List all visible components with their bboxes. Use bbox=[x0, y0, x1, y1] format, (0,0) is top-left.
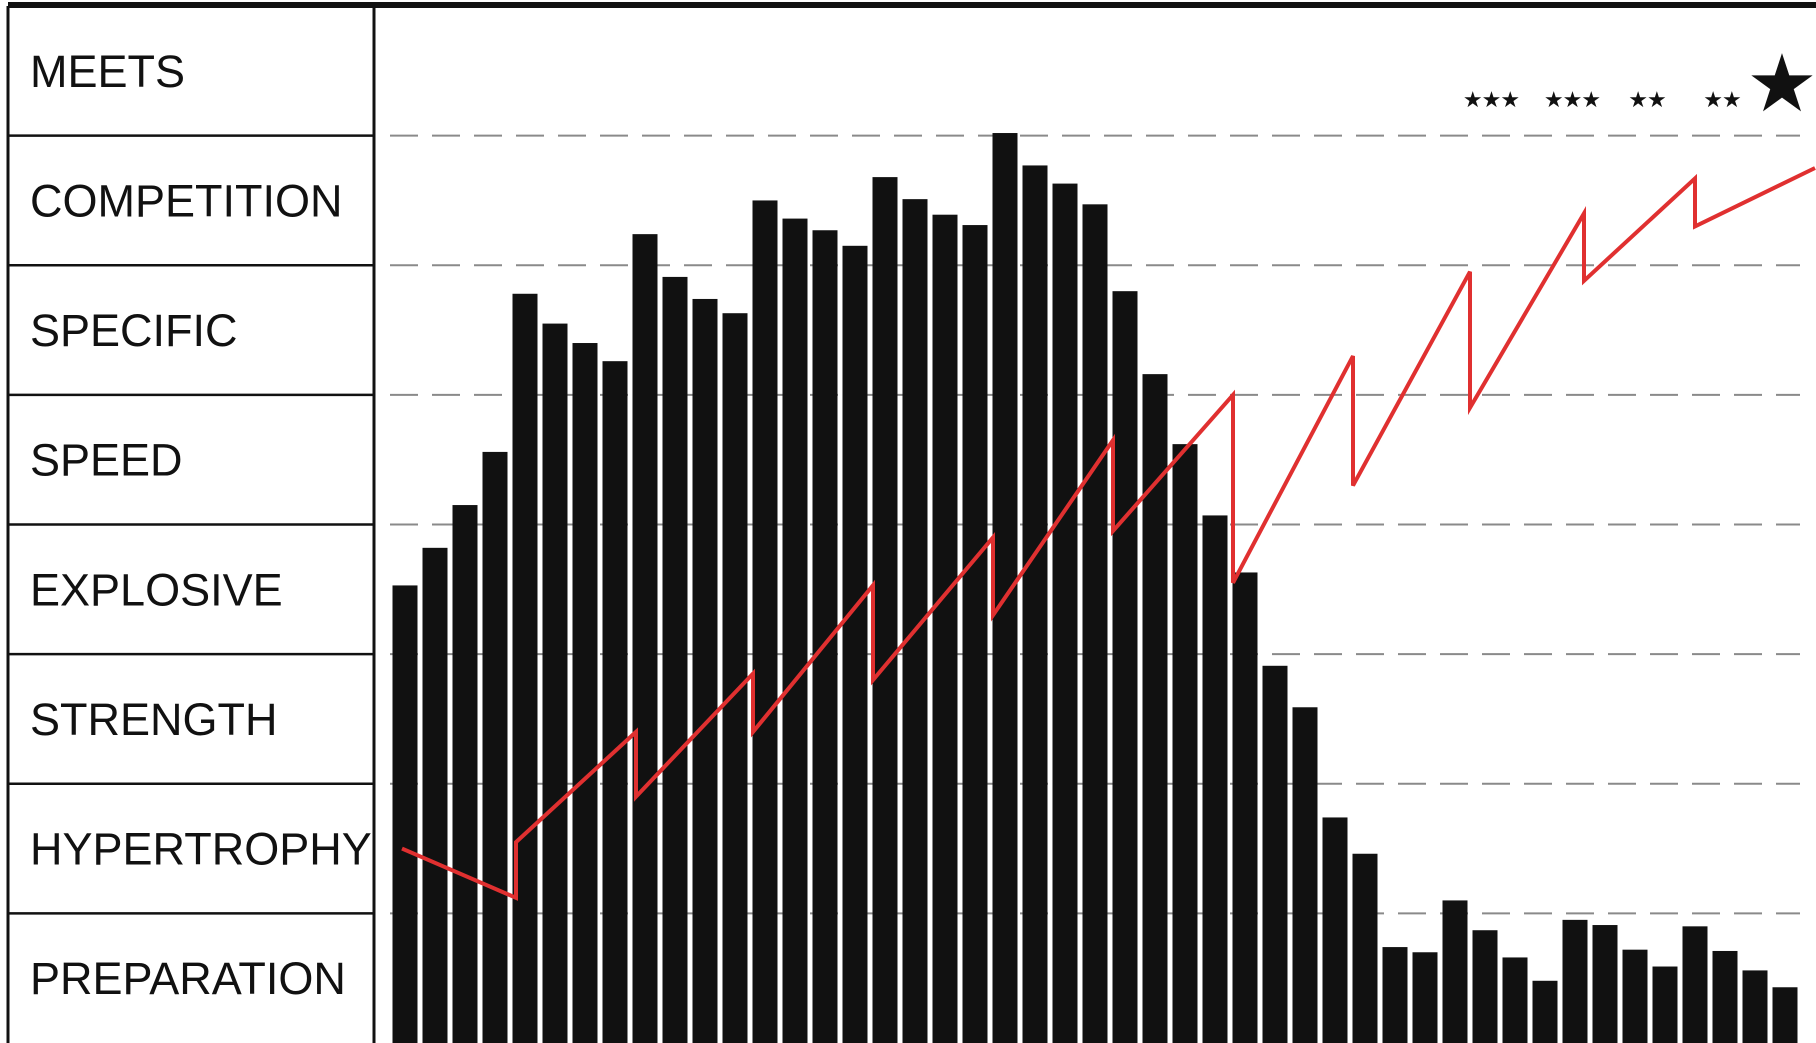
volume-bar bbox=[482, 451, 508, 1043]
phase-label-panel: MEETS COMPETITION SPECIFIC SPEED EXPLOSIVE ST… bbox=[6, 6, 376, 1043]
meet-markers: ★★★ ★★★ ★★ ★★ ★ bbox=[1463, 37, 1816, 130]
meet-marker-stars: ★★ bbox=[1703, 88, 1741, 113]
volume-bar bbox=[1502, 957, 1528, 1043]
volume-bar bbox=[1292, 707, 1318, 1043]
meet-marker-stars: ★★★ bbox=[1463, 88, 1519, 113]
phase-label-speed: SPEED bbox=[30, 435, 183, 486]
phase-label-specific: SPECIFIC bbox=[30, 305, 238, 356]
volume-bar bbox=[1532, 980, 1558, 1043]
volume-bar bbox=[1202, 515, 1228, 1043]
volume-bar bbox=[962, 225, 988, 1043]
volume-bar bbox=[602, 361, 628, 1043]
meet-marker-stars: ★★ bbox=[1628, 88, 1666, 113]
volume-bar bbox=[812, 230, 838, 1043]
volume-bar bbox=[422, 547, 448, 1043]
volume-bar bbox=[452, 505, 478, 1043]
volume-bar bbox=[782, 218, 808, 1043]
volume-bar bbox=[1592, 925, 1618, 1043]
volume-bar bbox=[1412, 952, 1438, 1043]
volume-bar bbox=[1742, 970, 1768, 1043]
volume-bar bbox=[932, 214, 958, 1043]
volume-bar bbox=[692, 298, 718, 1043]
intensity-line-layer bbox=[401, 166, 1816, 901]
volume-bar bbox=[1622, 949, 1648, 1043]
volume-bar bbox=[842, 245, 868, 1043]
volume-bar bbox=[1082, 204, 1108, 1043]
volume-bar bbox=[1652, 966, 1678, 1043]
volume-bar bbox=[512, 293, 538, 1043]
phase-label-meets: MEETS bbox=[30, 46, 185, 97]
volume-bar bbox=[1022, 165, 1048, 1043]
volume-bars bbox=[392, 133, 1798, 1043]
phase-label-strength: STRENGTH bbox=[30, 694, 278, 745]
volume-bar bbox=[722, 313, 748, 1043]
volume-bar bbox=[572, 343, 598, 1043]
volume-bar bbox=[1382, 947, 1408, 1043]
volume-bar bbox=[1712, 950, 1738, 1043]
volume-bar bbox=[1352, 853, 1378, 1043]
phase-label-competition: COMPETITION bbox=[30, 175, 343, 226]
volume-bar bbox=[1172, 444, 1198, 1043]
volume-bar bbox=[1772, 987, 1798, 1043]
meet-marker-stars: ★★★ bbox=[1544, 88, 1600, 113]
phase-label-explosive: EXPLOSIVE bbox=[30, 564, 283, 615]
volume-bar bbox=[1472, 930, 1498, 1043]
phase-label-preparation: PREPARATION bbox=[30, 953, 346, 1004]
volume-bar bbox=[752, 200, 778, 1043]
volume-bar bbox=[1682, 926, 1708, 1043]
volume-bar bbox=[632, 234, 658, 1043]
volume-bar bbox=[1112, 291, 1138, 1043]
volume-bar bbox=[1052, 183, 1078, 1043]
volume-bar bbox=[392, 585, 418, 1043]
volume-bar bbox=[1262, 665, 1288, 1043]
intensity-line bbox=[401, 166, 1816, 901]
phase-label-hypertrophy: HYPERTROPHY bbox=[30, 824, 372, 875]
volume-bar bbox=[662, 276, 688, 1043]
volume-bar bbox=[542, 323, 568, 1043]
volume-bar bbox=[872, 177, 898, 1043]
volume-bar bbox=[1322, 817, 1348, 1043]
meet-star-icon: ★ bbox=[1746, 37, 1816, 130]
volume-bar bbox=[1232, 572, 1258, 1043]
volume-bar bbox=[1562, 919, 1588, 1043]
volume-bar bbox=[1442, 900, 1468, 1043]
